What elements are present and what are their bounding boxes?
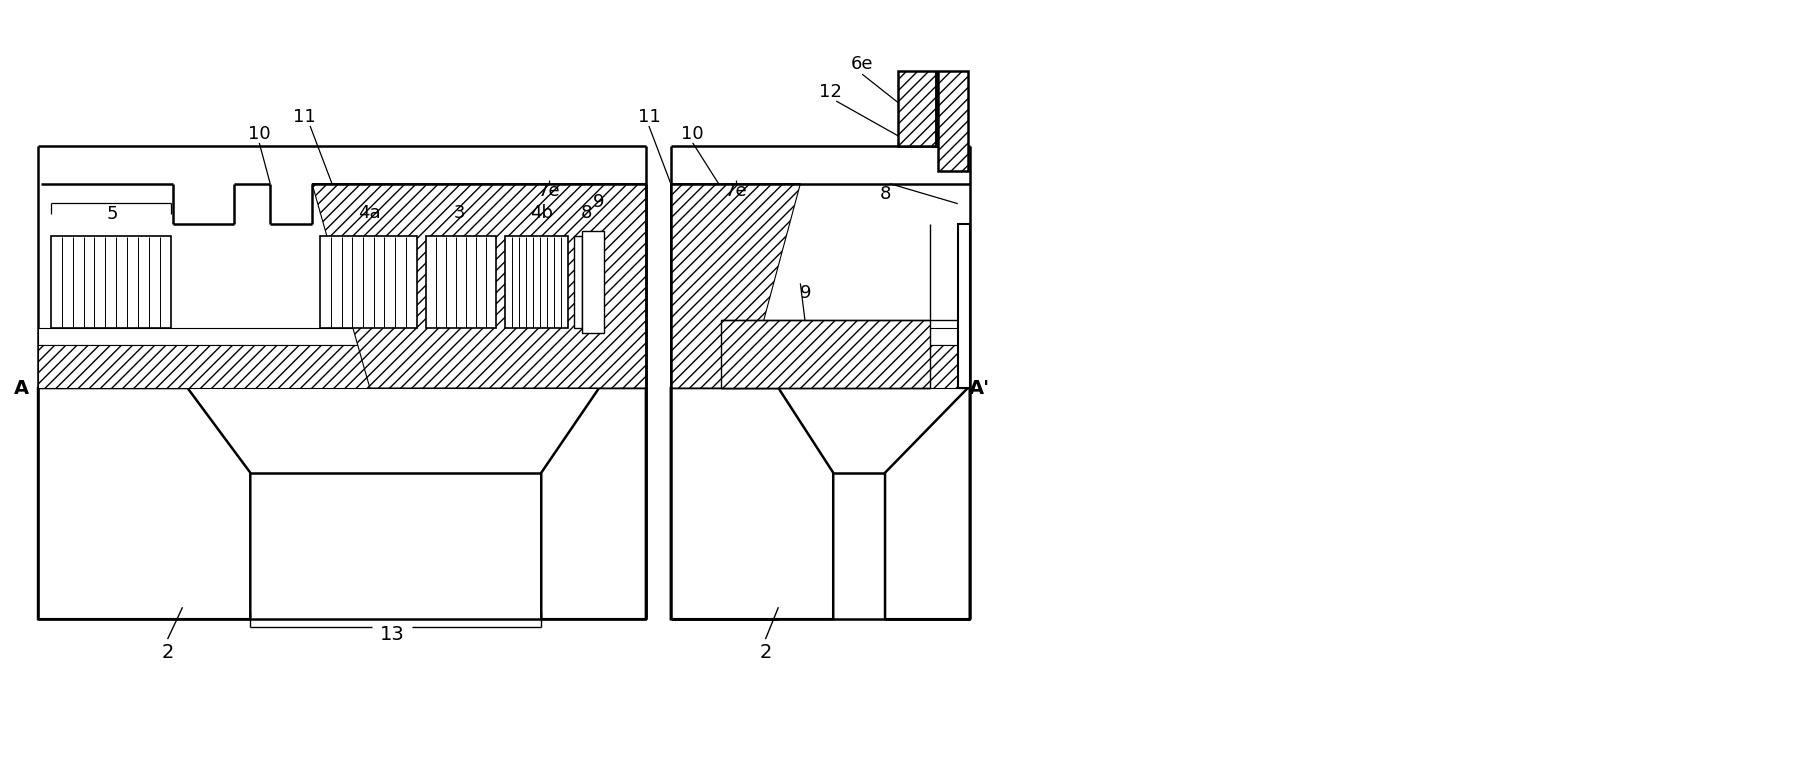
Bar bbox=[938, 71, 968, 171]
Polygon shape bbox=[886, 388, 970, 619]
Text: 13: 13 bbox=[380, 625, 403, 644]
Text: 3: 3 bbox=[454, 204, 466, 222]
Bar bbox=[957, 224, 970, 388]
Text: 8: 8 bbox=[581, 204, 592, 222]
Text: 7e: 7e bbox=[724, 182, 748, 200]
Text: 4a: 4a bbox=[359, 204, 382, 222]
Text: 11: 11 bbox=[638, 108, 660, 126]
Text: 6e: 6e bbox=[852, 55, 873, 73]
Bar bbox=[38, 146, 645, 224]
Text: 2: 2 bbox=[758, 643, 771, 662]
Text: 12: 12 bbox=[819, 83, 841, 101]
Text: 11: 11 bbox=[292, 108, 316, 126]
Bar bbox=[671, 328, 970, 345]
Polygon shape bbox=[312, 184, 645, 388]
Text: A: A bbox=[14, 378, 29, 398]
Text: 4b: 4b bbox=[529, 204, 552, 222]
Bar bbox=[321, 236, 416, 328]
Text: 2: 2 bbox=[161, 643, 174, 662]
Bar bbox=[898, 71, 936, 146]
Bar bbox=[38, 345, 645, 388]
Text: 10: 10 bbox=[247, 125, 271, 143]
Bar bbox=[583, 230, 604, 334]
Text: 9: 9 bbox=[800, 284, 810, 302]
Text: 7e: 7e bbox=[538, 182, 561, 200]
Text: A': A' bbox=[970, 378, 990, 398]
Polygon shape bbox=[38, 388, 251, 619]
Polygon shape bbox=[671, 388, 834, 619]
Polygon shape bbox=[312, 184, 645, 388]
Bar bbox=[721, 320, 931, 388]
Bar bbox=[506, 236, 568, 328]
Polygon shape bbox=[541, 388, 645, 619]
Text: 9: 9 bbox=[593, 193, 604, 211]
Bar bbox=[574, 236, 583, 328]
Bar bbox=[425, 236, 497, 328]
Bar bbox=[671, 345, 970, 388]
Text: 8: 8 bbox=[879, 185, 891, 203]
Polygon shape bbox=[671, 184, 800, 388]
Text: 5: 5 bbox=[108, 204, 118, 222]
Bar bbox=[38, 328, 645, 345]
Bar bbox=[50, 236, 170, 328]
Text: 10: 10 bbox=[681, 125, 705, 143]
